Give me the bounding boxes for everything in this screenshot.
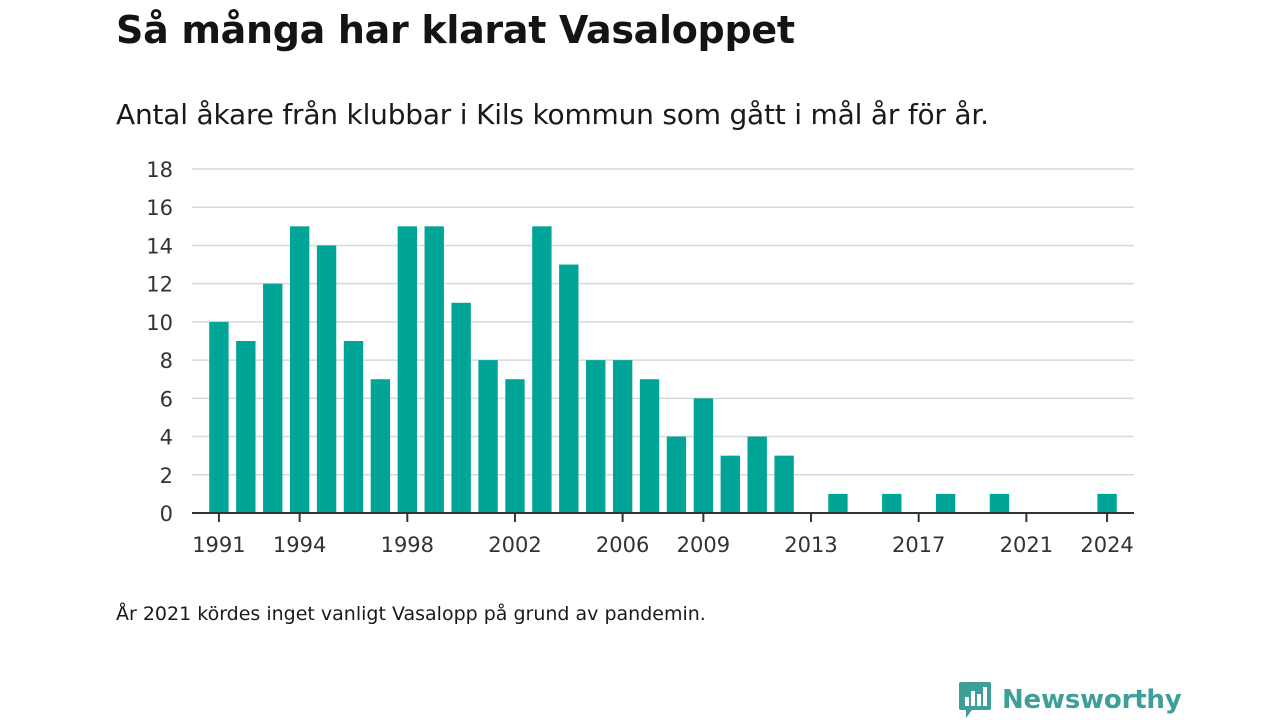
bar-2018 bbox=[935, 493, 956, 513]
y-tick-label: 0 bbox=[160, 502, 173, 526]
gridlines bbox=[192, 168, 1134, 476]
bar-2005 bbox=[586, 360, 606, 513]
y-axis-ticks: 0 2 4 6 8 10 12 14 16 18 bbox=[146, 158, 173, 526]
x-tick-label: 1991 bbox=[192, 533, 245, 557]
bar-1994 bbox=[289, 226, 310, 514]
bar-2007 bbox=[639, 379, 660, 513]
bar-chart: 0 2 4 6 8 10 12 14 16 18 1991 1994 1998 2002 2006 2009… bbox=[146, 158, 1134, 557]
x-tick-label: 2013 bbox=[784, 533, 837, 557]
bars bbox=[192, 226, 1134, 514]
x-tick-label: 2021 bbox=[1000, 533, 1053, 557]
bar-2020 bbox=[989, 493, 1010, 513]
bar-1999 bbox=[424, 226, 444, 514]
y-tick-label: 10 bbox=[146, 311, 173, 335]
y-tick-label: 18 bbox=[146, 158, 173, 182]
chart-title: Så många har klarat Vasaloppet bbox=[116, 8, 795, 52]
y-tick-label: 2 bbox=[160, 464, 173, 488]
x-tick-label: 1994 bbox=[273, 533, 326, 557]
y-tick-label: 12 bbox=[146, 273, 173, 297]
y-tick-label: 8 bbox=[160, 349, 173, 373]
bar-2002 bbox=[505, 379, 525, 513]
brand-name: Newsworthy bbox=[1002, 685, 1182, 715]
bar-1996 bbox=[343, 341, 364, 513]
bar-2001 bbox=[478, 360, 498, 513]
newsworthy-logo-icon bbox=[959, 682, 991, 718]
bar-2012 bbox=[774, 455, 794, 513]
bar-1995 bbox=[316, 245, 337, 513]
footnote: År 2021 kördes inget vanligt Vasalopp på… bbox=[116, 603, 706, 625]
bar-2010 bbox=[720, 455, 740, 513]
x-tick-label: 2006 bbox=[596, 533, 649, 557]
y-tick-label: 16 bbox=[146, 196, 173, 220]
x-tick-label: 2017 bbox=[892, 533, 945, 557]
bar-1998 bbox=[397, 226, 418, 514]
bar-1992 bbox=[236, 341, 256, 513]
bar-2011 bbox=[747, 436, 767, 513]
bar-2016 bbox=[882, 493, 902, 513]
bar-1993 bbox=[263, 283, 283, 513]
chart-subtitle: Antal åkare från klubbar i Kils kommun s… bbox=[116, 98, 989, 131]
bar-2004 bbox=[559, 264, 579, 513]
bar-2008 bbox=[666, 436, 687, 513]
bar-1991 bbox=[209, 321, 229, 513]
y-tick-label: 4 bbox=[160, 426, 173, 450]
bar-2024 bbox=[1097, 493, 1117, 513]
y-tick-label: 6 bbox=[160, 387, 173, 411]
bar-2014 bbox=[828, 493, 848, 513]
bar-2006 bbox=[612, 360, 633, 513]
bar-2000 bbox=[451, 302, 471, 513]
x-tick-label: 1998 bbox=[381, 533, 434, 557]
bar-2009 bbox=[693, 398, 714, 513]
x-tick-label: 2002 bbox=[488, 533, 541, 557]
bar-1997 bbox=[370, 379, 391, 513]
brand: Newsworthy bbox=[958, 680, 1182, 720]
x-tick-label: 2009 bbox=[677, 533, 730, 557]
x-tick-label: 2024 bbox=[1080, 533, 1133, 557]
bar-2003 bbox=[532, 226, 552, 514]
y-tick-label: 14 bbox=[146, 234, 173, 258]
x-axis-ticks: 1991 1994 1998 2002 2006 2009 2013 2017 2021 2024 bbox=[192, 513, 1134, 557]
